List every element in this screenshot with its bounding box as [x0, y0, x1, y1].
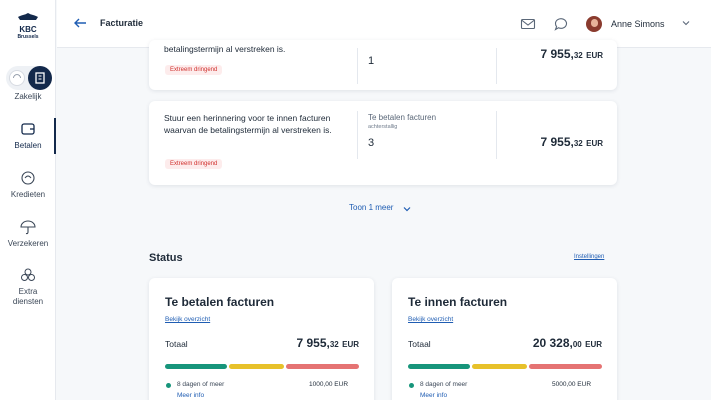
amount-decimals: 32: [573, 139, 583, 148]
invoice-count: 3: [368, 137, 375, 149]
urgency-badge: Extreem dringend: [165, 65, 223, 75]
status-card-title: Te innen facturen: [408, 295, 508, 309]
sidebar-item-verzekeren[interactable]: Verzekeren: [0, 218, 56, 248]
divider: [496, 48, 497, 84]
building-icon: [35, 72, 45, 84]
legend-label: 8 dagen of meer: [177, 381, 225, 388]
active-indicator: [54, 118, 56, 154]
view-overview-link[interactable]: Bekijk overzicht: [408, 316, 454, 323]
sidebar-item-zakelijk[interactable]: Zakelijk: [0, 92, 56, 101]
status-card-payables: Te betalen facturen Bekijk overzicht Tot…: [149, 278, 374, 400]
user-name[interactable]: Anne Simons: [611, 19, 665, 29]
profile-toggle[interactable]: [6, 66, 52, 90]
task-card: betalingstermijn al verstreken is. Extre…: [149, 40, 617, 90]
amount-currency: EUR: [586, 139, 603, 148]
status-bar-yellow: [229, 364, 284, 369]
amount-decimals: 32: [329, 340, 339, 349]
show-more-link[interactable]: Toon 1 meer: [349, 203, 394, 212]
settings-link[interactable]: Instellingen: [574, 254, 605, 260]
sidebar-item-label: Kredieten: [10, 190, 46, 199]
chevron-down-icon[interactable]: [680, 17, 692, 29]
invoice-count: 1: [368, 55, 375, 67]
logo-text: KBC: [19, 25, 37, 34]
sidebar-item-betalen[interactable]: Betalen: [0, 120, 56, 150]
legend-label: 8 dagen of meer: [420, 381, 468, 388]
amount-integer: 7 955,: [540, 47, 574, 61]
kbc-logo-icon: [18, 13, 38, 20]
view-overview-link[interactable]: Bekijk overzicht: [165, 316, 211, 323]
total-amount: 20 328,00 EUR: [492, 336, 602, 350]
task-column-sublabel: achterstallig: [368, 124, 398, 130]
kbc-logo[interactable]: KBC Brussels: [10, 12, 46, 46]
total-amount: 7 955,32 EUR: [249, 336, 359, 350]
services-icon: [21, 268, 35, 281]
total-label: Totaal: [165, 339, 188, 349]
status-bar-green: [408, 364, 470, 369]
amount-integer: 7 955,: [540, 135, 574, 149]
status-bar-red: [529, 364, 602, 369]
sidebar-item-kredieten[interactable]: Kredieten: [0, 169, 56, 199]
divider: [496, 111, 497, 159]
status-bar-yellow: [472, 364, 527, 369]
status-heading: Status: [149, 252, 183, 264]
sidebar-item-label: Zakelijk: [14, 92, 42, 101]
avatar[interactable]: [586, 16, 602, 32]
divider: [357, 48, 358, 84]
sidebar-item-label: Extra diensten: [12, 287, 44, 306]
task-description: Stuur een herinnering voor te innen fact…: [164, 113, 332, 135]
total-label: Totaal: [408, 339, 431, 349]
umbrella-icon: [20, 220, 36, 235]
divider: [357, 111, 358, 159]
task-card: Stuur een herinnering voor te innen fact…: [149, 101, 617, 185]
task-amount: 7 955,32 EUR: [533, 135, 603, 149]
personal-icon: [13, 74, 21, 79]
status-card-receivables: Te innen facturen Bekijk overzicht Totaa…: [392, 278, 617, 400]
chat-icon[interactable]: [553, 16, 569, 32]
task-column-label: Te betalen facturen: [368, 113, 437, 122]
sidebar-item-extra-diensten[interactable]: Extra diensten: [0, 266, 56, 307]
wallet-icon: [21, 123, 35, 135]
status-bar-green: [165, 364, 227, 369]
logo-subtext: Brussels: [17, 34, 39, 40]
back-arrow-icon[interactable]: [71, 14, 89, 32]
sidebar: KBC Brussels Zakelijk Betalen: [0, 0, 56, 400]
legend-dot: [409, 383, 414, 388]
mail-icon[interactable]: [520, 16, 536, 32]
amount-integer: 7 955,: [296, 336, 330, 350]
legend-amount: 1000,00 EUR: [309, 381, 349, 388]
credit-icon: [21, 171, 35, 185]
amount-integer: 20 328,: [532, 336, 573, 350]
amount-currency: EUR: [585, 340, 602, 349]
business-toggle-option[interactable]: [28, 66, 52, 90]
sidebar-item-label: Verzekeren: [7, 239, 49, 248]
legend-dot: [166, 383, 171, 388]
legend-amount: 5000,00 EUR: [552, 381, 592, 388]
task-description: betalingstermijn al verstreken is.: [164, 44, 286, 54]
amount-decimals: 32: [573, 51, 583, 60]
chevron-down-icon[interactable]: [402, 204, 412, 214]
page-title: Facturatie: [100, 18, 144, 28]
more-info-link[interactable]: Meer info: [177, 392, 205, 399]
personal-toggle-option[interactable]: [9, 70, 25, 86]
amount-currency: EUR: [586, 51, 603, 60]
amount-decimals: 00: [572, 340, 582, 349]
status-bar-red: [286, 364, 359, 369]
urgency-badge: Extreem dringend: [165, 159, 223, 169]
more-info-link[interactable]: Meer info: [420, 392, 448, 399]
status-card-title: Te betalen facturen: [165, 295, 275, 309]
avatar-face: [591, 19, 598, 27]
task-amount: 7 955,32 EUR: [533, 47, 603, 61]
amount-currency: EUR: [342, 340, 359, 349]
sidebar-item-label: Betalen: [14, 141, 42, 150]
